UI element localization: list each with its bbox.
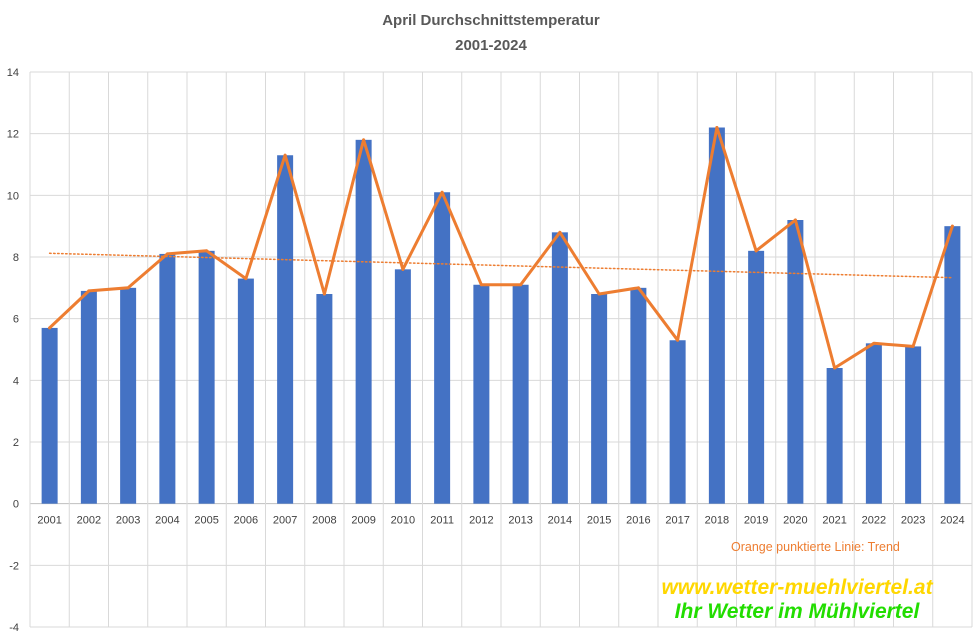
bar xyxy=(787,220,804,504)
x-tick-label: 2023 xyxy=(901,515,925,527)
x-tick-label: 2018 xyxy=(705,515,729,527)
line-point xyxy=(636,286,640,290)
line-point xyxy=(440,190,444,194)
line-point xyxy=(950,224,954,228)
x-tick-label: 2007 xyxy=(273,515,297,527)
trendline xyxy=(48,252,954,279)
bar xyxy=(237,278,254,504)
y-tick-label: 10 xyxy=(7,190,19,202)
x-tick-label: 2022 xyxy=(862,515,886,527)
line-point xyxy=(283,153,287,157)
bar xyxy=(512,284,529,504)
bar xyxy=(159,253,176,504)
line-point xyxy=(676,338,680,342)
x-tick-label: 2014 xyxy=(548,515,572,527)
y-tick-label: 6 xyxy=(13,314,19,326)
line-point xyxy=(205,249,209,253)
x-tick-label: 2008 xyxy=(312,515,336,527)
x-tick-label: 2011 xyxy=(430,515,454,527)
bar xyxy=(551,232,568,504)
y-tick-label: 8 xyxy=(13,252,19,264)
line-point xyxy=(793,218,797,222)
bar xyxy=(394,269,411,504)
line-point xyxy=(597,292,601,296)
y-tick-label: -4 xyxy=(9,622,19,634)
bar xyxy=(630,287,647,504)
chart-subtitle: 2001-2024 xyxy=(455,37,527,54)
bar xyxy=(905,346,922,504)
bar xyxy=(316,294,333,504)
x-tick-label: 2001 xyxy=(37,515,61,527)
bar xyxy=(434,192,451,504)
line-point xyxy=(911,344,915,348)
chart-title: April Durchschnittstemperatur xyxy=(382,12,600,29)
x-tick-label: 2024 xyxy=(940,515,964,527)
line-point xyxy=(558,230,562,234)
bar xyxy=(277,155,294,504)
x-tick-label: 2002 xyxy=(77,515,101,527)
bar xyxy=(120,287,137,504)
x-tick-label: 2006 xyxy=(234,515,258,527)
bar xyxy=(708,127,725,504)
line-point xyxy=(479,283,483,287)
brand-tagline: Ihr Wetter im Mühlviertel xyxy=(675,600,921,623)
bar xyxy=(41,327,58,504)
y-tick-label: -2 xyxy=(9,560,19,572)
bar xyxy=(865,343,882,504)
line-point xyxy=(48,326,52,330)
bar xyxy=(355,139,372,504)
line-point xyxy=(715,126,719,129)
trendline-group xyxy=(48,252,954,279)
bar xyxy=(944,226,961,504)
bar xyxy=(198,250,215,504)
line-point xyxy=(833,366,837,370)
line-point xyxy=(165,252,169,256)
line-series-group xyxy=(48,126,954,370)
line-point xyxy=(754,249,758,253)
y-tick-label: 0 xyxy=(13,499,19,511)
x-tick-label: 2004 xyxy=(155,515,179,527)
bar xyxy=(669,340,686,504)
x-tick-label: 2020 xyxy=(783,515,807,527)
bar xyxy=(80,290,97,504)
x-axis-ticks: 2001 2002 2003 2004 2005 2006 2007 2008 2009 2010… xyxy=(37,515,964,527)
y-tick-label: 14 xyxy=(7,67,19,79)
x-tick-label: 2003 xyxy=(116,515,140,527)
line-point xyxy=(322,292,326,296)
bar xyxy=(748,250,765,504)
line-point xyxy=(519,283,523,287)
bars xyxy=(41,127,961,504)
line-point xyxy=(362,138,366,142)
grid xyxy=(29,71,973,628)
brand-url: www.wetter-muehlviertel.at xyxy=(661,576,933,599)
line-series xyxy=(48,126,954,370)
trend-annotation: Orange punktierte Linie: Trend xyxy=(731,540,900,554)
line-point xyxy=(401,267,405,271)
bar xyxy=(591,294,608,504)
x-tick-label: 2019 xyxy=(744,515,768,527)
y-tick-label: 2 xyxy=(13,437,19,449)
x-tick-label: 2016 xyxy=(626,515,650,527)
x-tick-label: 2005 xyxy=(194,515,218,527)
bar xyxy=(473,284,490,504)
x-tick-label: 2012 xyxy=(469,515,493,527)
y-tick-label: 12 xyxy=(7,129,19,141)
x-tick-label: 2009 xyxy=(351,515,375,527)
x-tick-label: 2013 xyxy=(508,515,532,527)
line-point xyxy=(126,286,130,290)
x-tick-label: 2010 xyxy=(391,515,415,527)
x-tick-label: 2021 xyxy=(822,515,846,527)
line-point xyxy=(244,277,248,281)
x-tick-label: 2015 xyxy=(587,515,611,527)
y-tick-label: 4 xyxy=(13,375,19,387)
bar xyxy=(826,368,843,504)
line-point xyxy=(87,289,91,293)
line-point xyxy=(872,341,876,345)
y-axis-ticks: -4 -2 0 2 4 6 8 10 12 14 xyxy=(7,67,19,634)
x-tick-label: 2017 xyxy=(665,515,689,527)
